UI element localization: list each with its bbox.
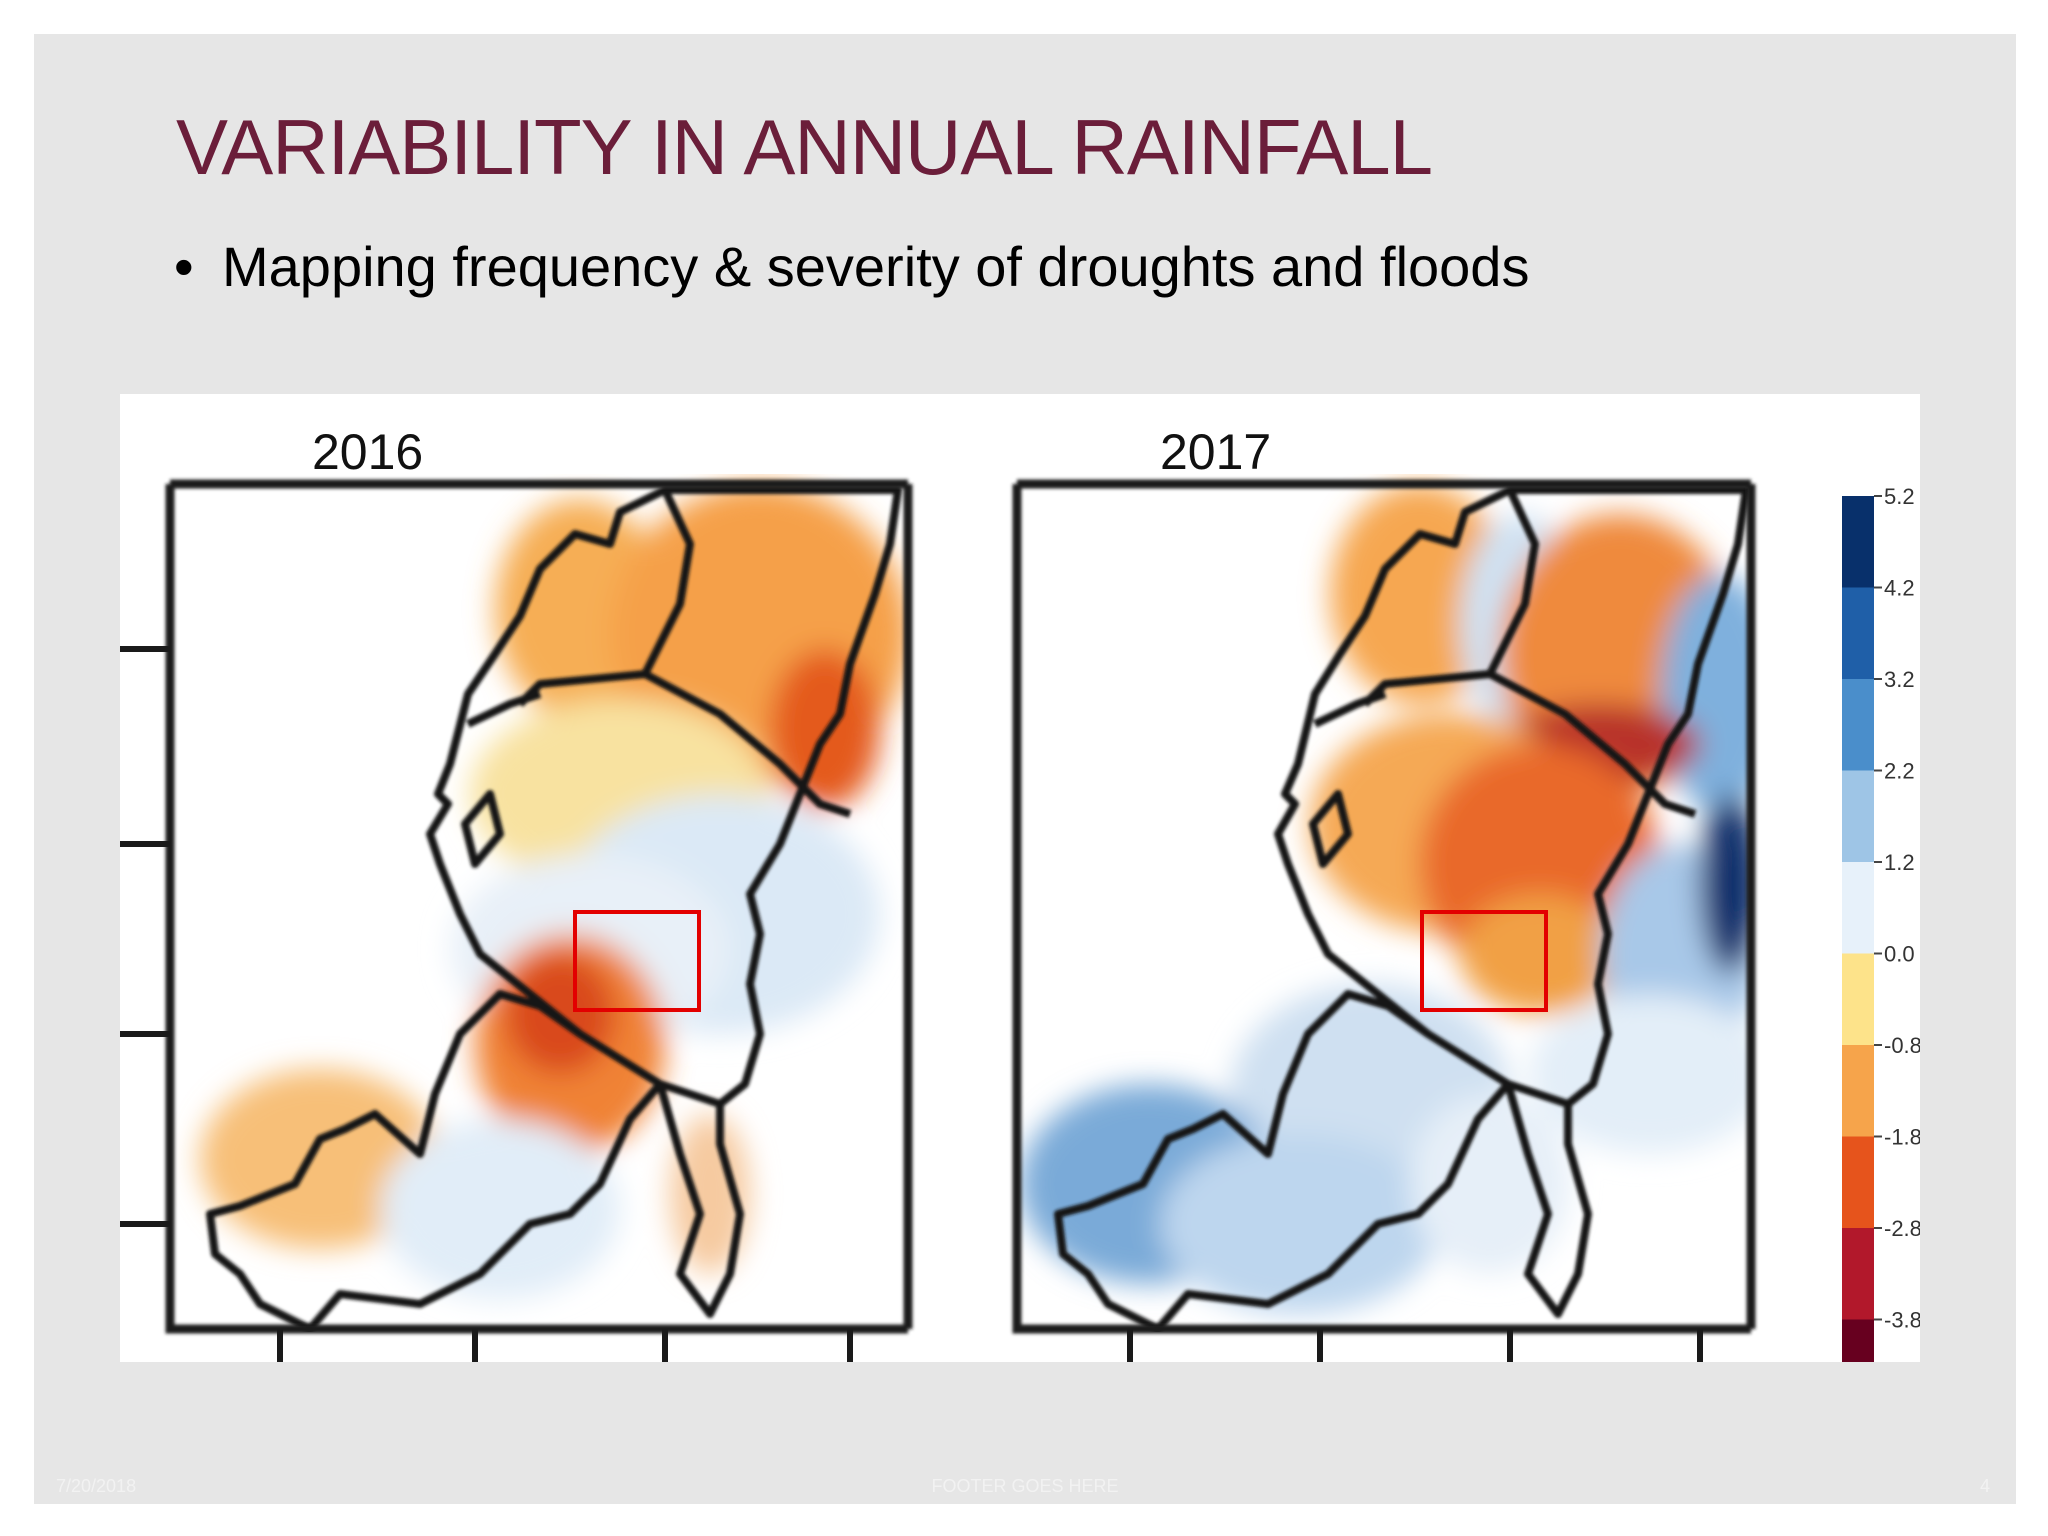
axis-ticks-2017 <box>1127 1329 1703 1362</box>
study-area-box-2016 <box>573 910 701 1012</box>
bullet-item: • Mapping frequency & severity of drought… <box>174 234 1529 299</box>
colorbar-segment <box>1842 587 1874 680</box>
colorbar-segment <box>1842 1319 1874 1362</box>
colorbar-tick-label: 5.2 <box>1884 484 1915 509</box>
map-panel-2016: 2016 <box>120 424 913 1362</box>
rainfall-maps-svg: 2016 <box>120 424 1920 1362</box>
country-borders-2016 <box>206 486 902 1332</box>
country-borders-2017 <box>1054 486 1750 1332</box>
slide-title: VARIABILITY IN ANNUAL RAINFALL <box>176 103 1433 191</box>
footer-page-number: 4 <box>1979 1476 1990 1496</box>
slide: VARIABILITY IN ANNUAL RAINFALL • Mapping … <box>34 34 2016 1504</box>
footer-center: FOOTER GOES HERE <box>931 1476 1119 1496</box>
colorbar-segment <box>1842 1045 1874 1137</box>
study-area-box-2017 <box>1420 910 1548 1012</box>
colorbar-tick-label: 4.2 <box>1884 576 1915 601</box>
colorbar-tick-label: -3.8 <box>1884 1308 1920 1333</box>
panel-label-2016: 2016 <box>312 424 423 480</box>
rainfall-field-2016 <box>200 484 908 1299</box>
colorbar-segment <box>1842 679 1874 771</box>
rainfall-map-figure: 2016 <box>120 394 1920 1362</box>
bullet-dot-icon: • <box>174 235 194 298</box>
footer-date: 7/20/2018 <box>56 1476 137 1496</box>
map-frame-2017 <box>1012 479 1756 1334</box>
colorbar-tick-label: 1.2 <box>1884 850 1915 875</box>
colorbar-segment <box>1842 862 1874 954</box>
colorbar-tick-label: 0.0 <box>1884 942 1915 967</box>
axis-ticks-2016 <box>120 646 853 1362</box>
colorbar-tick-label: -2.8 <box>1884 1216 1920 1241</box>
colorbar-segment <box>1842 496 1874 588</box>
colorbar-segment <box>1842 953 1874 1046</box>
panel-label-2017: 2017 <box>1160 424 1271 480</box>
colorbar-segment <box>1842 1136 1874 1229</box>
colorbar-tick-label: 2.2 <box>1884 759 1915 784</box>
colorbar-tick-label: 3.2 <box>1884 667 1915 692</box>
colorbar-segment <box>1842 1228 1874 1320</box>
bullet-text: Mapping frequency & severity of droughts… <box>222 235 1530 298</box>
colorbar-segment <box>1842 770 1874 863</box>
colorbar-tick-label: -1.8 <box>1884 1125 1920 1150</box>
colorbar-legend: 5.2 4.2 3.2 2.2 1.2 0.0 -0.8 -1.8 -2.8 -3.8 <box>1842 484 1920 1362</box>
colorbar-tick-label: -0.8 <box>1884 1033 1920 1058</box>
map-panel-2017: 2017 <box>1012 424 1756 1362</box>
